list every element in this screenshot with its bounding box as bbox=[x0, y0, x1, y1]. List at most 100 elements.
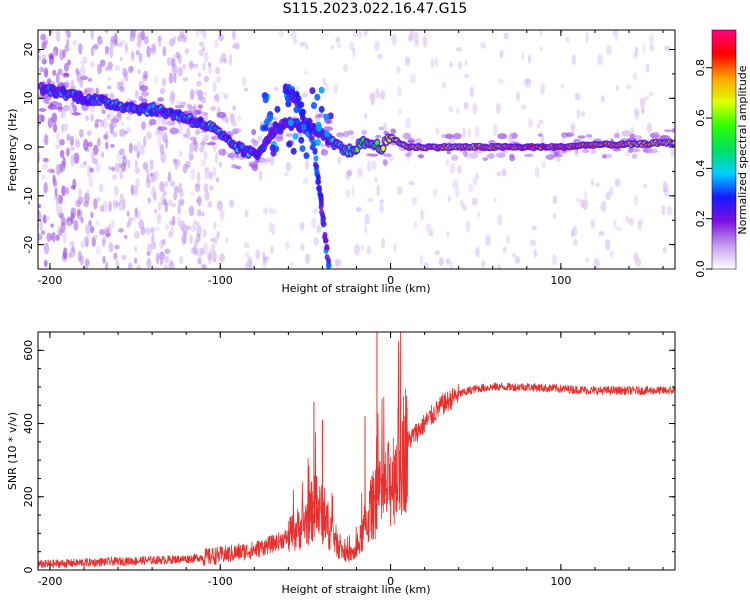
noise-blob bbox=[136, 265, 141, 269]
noise-blob bbox=[146, 131, 153, 140]
spectrogram-ytick-label: 10 bbox=[22, 91, 35, 105]
noise-blob bbox=[232, 105, 237, 111]
noise-blob bbox=[595, 182, 600, 187]
halo-blob bbox=[323, 126, 334, 131]
noise-blob bbox=[114, 202, 121, 207]
branch-blob bbox=[286, 140, 293, 148]
noise-blob bbox=[382, 122, 387, 134]
noise-blob bbox=[379, 91, 385, 99]
noise-blob bbox=[295, 86, 300, 91]
noise-blob bbox=[122, 198, 126, 211]
noise-blob bbox=[645, 63, 650, 73]
noise-blob bbox=[505, 234, 511, 245]
branch-blob bbox=[318, 197, 324, 204]
halo-blob bbox=[577, 135, 586, 139]
noise-blob bbox=[77, 43, 83, 53]
halo-blob bbox=[462, 150, 468, 157]
noise-blob bbox=[609, 250, 614, 258]
halo-blob bbox=[38, 108, 47, 113]
noise-blob bbox=[197, 209, 202, 217]
noise-blob bbox=[573, 238, 579, 246]
noise-blob bbox=[179, 188, 184, 198]
noise-blob bbox=[448, 105, 454, 113]
halo-blob bbox=[523, 153, 534, 158]
noise-blob bbox=[463, 101, 469, 110]
noise-blob bbox=[477, 211, 481, 217]
halo-blob bbox=[347, 130, 354, 135]
halo-blob bbox=[369, 153, 379, 157]
noise-blob bbox=[136, 150, 140, 159]
noise-blob bbox=[177, 66, 184, 77]
noise-blob bbox=[243, 242, 250, 249]
spectrogram-xtick-label: -100 bbox=[208, 274, 233, 287]
branch-blob bbox=[316, 124, 323, 132]
noise-blob bbox=[183, 231, 187, 244]
halo-blob bbox=[653, 134, 661, 138]
noise-blob bbox=[185, 48, 190, 53]
figure-title: S115.2023.022.16.47.G15 bbox=[282, 1, 468, 17]
noise-blob bbox=[43, 182, 48, 194]
noise-blob bbox=[108, 165, 112, 171]
noise-blob bbox=[121, 254, 127, 261]
noise-blob bbox=[614, 32, 619, 42]
halo-blob bbox=[200, 140, 206, 148]
noise-blob bbox=[556, 157, 561, 162]
noise-blob bbox=[207, 62, 212, 68]
noise-blob bbox=[83, 139, 89, 151]
noise-blob bbox=[88, 220, 92, 227]
noise-blob bbox=[481, 259, 486, 269]
noise-blob bbox=[165, 139, 169, 149]
noise-blob bbox=[156, 213, 162, 224]
noise-blob bbox=[119, 169, 124, 180]
noise-blob bbox=[95, 218, 100, 226]
branch-blob bbox=[323, 113, 330, 121]
halo-blob bbox=[106, 114, 111, 120]
halo-blob bbox=[264, 158, 271, 163]
noise-blob bbox=[527, 53, 531, 64]
noise-blob bbox=[137, 69, 141, 75]
halo-blob bbox=[183, 134, 188, 138]
noise-blob bbox=[155, 252, 160, 265]
noise-blob bbox=[44, 39, 49, 45]
halo-blob bbox=[613, 133, 620, 139]
noise-blob bbox=[62, 247, 68, 260]
branch-blob bbox=[309, 87, 316, 95]
noise-blob bbox=[335, 36, 340, 43]
noise-blob bbox=[496, 171, 502, 177]
branch-blob bbox=[324, 243, 330, 250]
branch-blob bbox=[300, 123, 307, 131]
noise-blob bbox=[493, 197, 497, 203]
noise-blob bbox=[168, 72, 174, 84]
noise-blob bbox=[498, 78, 504, 84]
noise-blob bbox=[55, 72, 60, 84]
noise-blob bbox=[159, 129, 164, 137]
noise-blob bbox=[197, 257, 202, 265]
noise-blob bbox=[77, 196, 84, 205]
noise-blob bbox=[367, 197, 374, 203]
branch-blob bbox=[294, 91, 300, 98]
noise-blob bbox=[138, 218, 145, 230]
noise-blob bbox=[154, 76, 158, 85]
noise-blob bbox=[469, 86, 474, 98]
noise-blob bbox=[369, 92, 376, 103]
branch-blob bbox=[318, 105, 325, 113]
snr-ytick-label: 400 bbox=[22, 413, 35, 434]
noise-blob bbox=[364, 213, 370, 225]
branch-blob bbox=[316, 185, 322, 192]
noise-blob bbox=[63, 104, 70, 112]
branch-blob bbox=[314, 163, 320, 170]
halo-blob bbox=[87, 77, 93, 82]
noise-blob bbox=[190, 168, 196, 181]
noise-blob bbox=[62, 232, 67, 244]
branch-blob bbox=[322, 231, 328, 238]
noise-blob bbox=[38, 233, 43, 241]
noise-blob bbox=[304, 70, 308, 76]
noise-blob bbox=[166, 57, 172, 67]
noise-blob bbox=[642, 43, 646, 55]
colorbar-tick-label: 0.6 bbox=[694, 109, 707, 127]
noise-blob bbox=[551, 253, 557, 266]
noise-blob bbox=[310, 217, 317, 229]
noise-blob bbox=[56, 234, 60, 241]
noise-blob bbox=[167, 199, 173, 206]
noise-blob bbox=[441, 82, 447, 88]
